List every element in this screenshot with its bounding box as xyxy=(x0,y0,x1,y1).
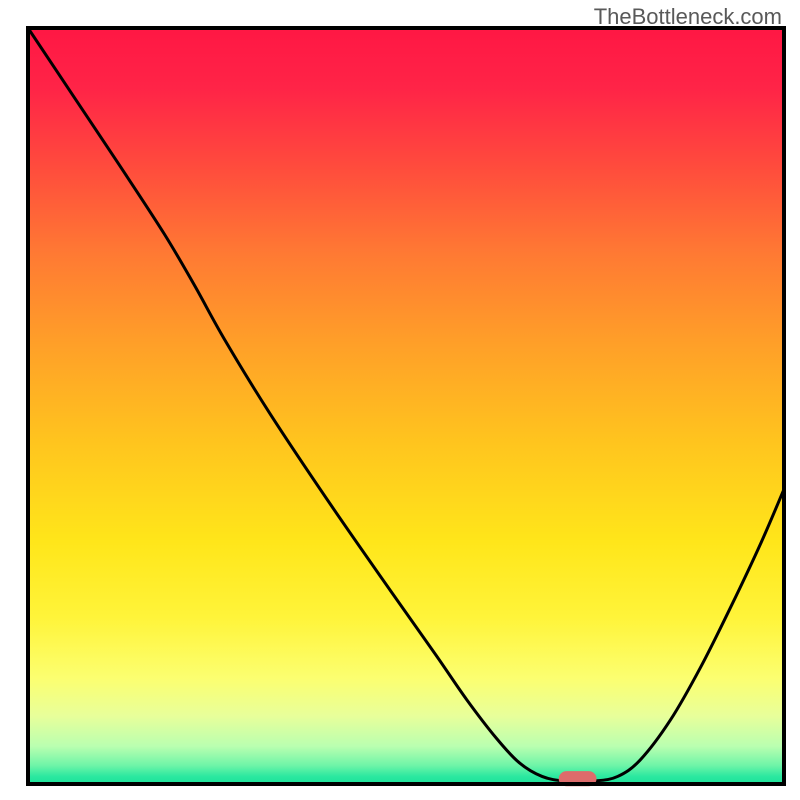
chart-svg xyxy=(0,0,800,800)
bottleneck-chart xyxy=(0,0,800,800)
watermark-text: TheBottleneck.com xyxy=(594,4,782,30)
plot-background xyxy=(28,28,784,784)
